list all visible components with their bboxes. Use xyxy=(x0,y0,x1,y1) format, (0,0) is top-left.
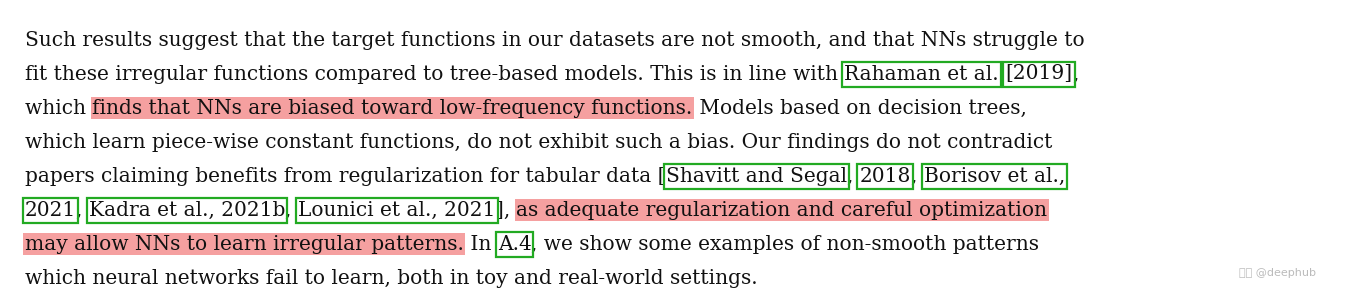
Text: finds that NNs are biased toward low-frequency functions.: finds that NNs are biased toward low-fre… xyxy=(92,99,693,118)
Text: Borisov et al.,: Borisov et al., xyxy=(923,166,1064,186)
Text: Models based on decision trees,: Models based on decision trees, xyxy=(693,99,1026,118)
Text: , we show some examples of non-smooth patterns: , we show some examples of non-smooth pa… xyxy=(531,234,1040,253)
Text: as adequate regularization and careful optimization: as adequate regularization and careful o… xyxy=(516,200,1047,220)
Text: Lounici et al., 2021: Lounici et al., 2021 xyxy=(298,200,496,220)
Text: ,: , xyxy=(846,166,860,186)
Text: fit these irregular functions compared to tree-based models. This is in line wit: fit these irregular functions compared t… xyxy=(24,65,845,83)
Text: Shavitt and Segal: Shavitt and Segal xyxy=(666,166,846,186)
Text: ,: , xyxy=(286,200,298,220)
Text: Such results suggest that the target functions in our datasets are not smooth, a: Such results suggest that the target fun… xyxy=(24,30,1085,49)
Text: Rahaman et al.: Rahaman et al. xyxy=(845,65,999,83)
Text: A.4: A.4 xyxy=(498,234,531,253)
Text: [2019]: [2019] xyxy=(1006,65,1072,83)
Text: which: which xyxy=(24,99,92,118)
Text: which learn piece-wise constant functions, do not exhibit such a bias. Our findi: which learn piece-wise constant function… xyxy=(24,133,1052,152)
Text: ,: , xyxy=(76,200,89,220)
Text: may allow NNs to learn irregular patterns.: may allow NNs to learn irregular pattern… xyxy=(24,234,464,253)
Text: papers claiming benefits from regularization for tabular data [: papers claiming benefits from regulariza… xyxy=(24,166,666,186)
Text: 2018: 2018 xyxy=(860,166,911,186)
Text: 2021: 2021 xyxy=(24,200,76,220)
Text: Kadra et al., 2021b: Kadra et al., 2021b xyxy=(89,200,286,220)
Text: 头条 @deephub: 头条 @deephub xyxy=(1239,268,1316,278)
Text: ,: , xyxy=(911,166,923,186)
Text: which neural networks fail to learn, both in toy and real-world settings.: which neural networks fail to learn, bot… xyxy=(24,268,758,287)
Text: ],: ], xyxy=(496,200,516,220)
Text: ,: , xyxy=(1072,65,1079,83)
Text: In: In xyxy=(464,234,498,253)
